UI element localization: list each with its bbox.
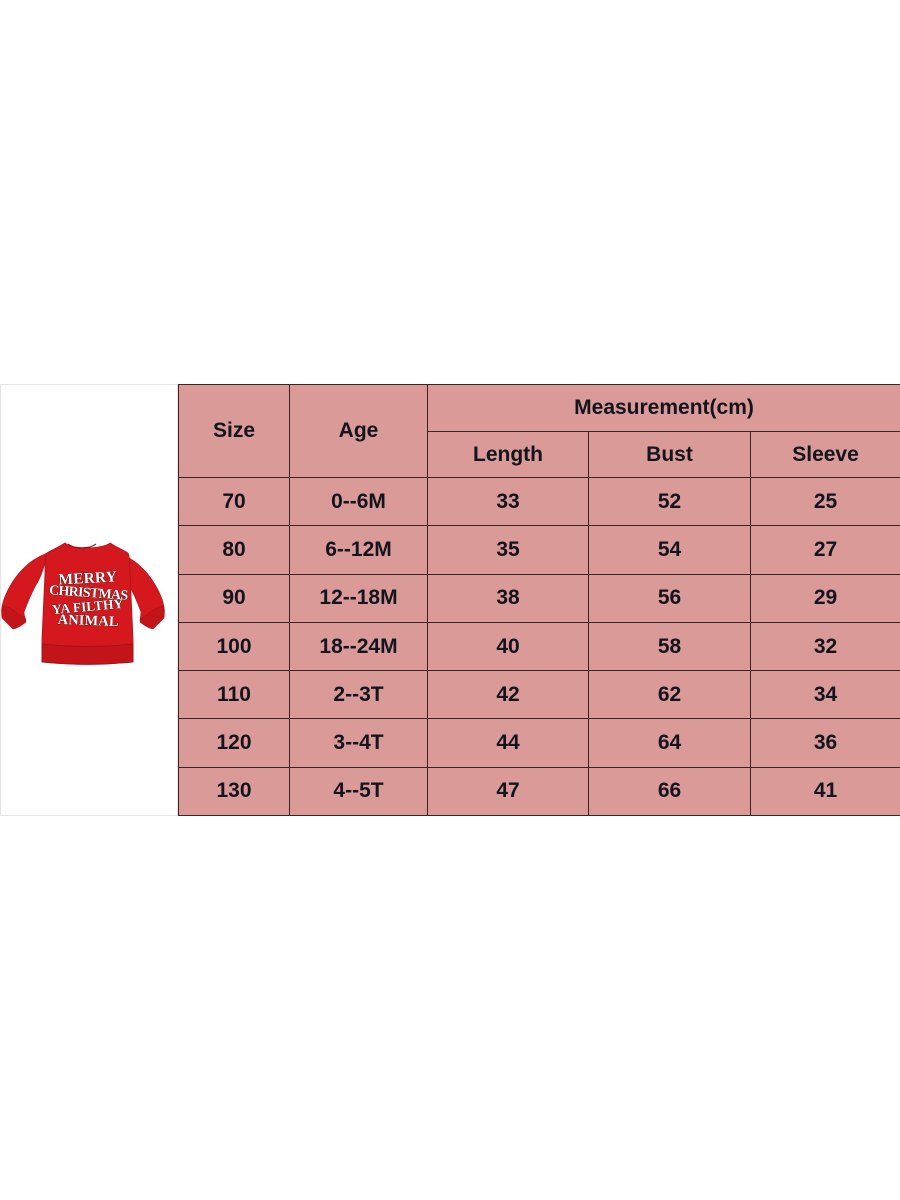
svg-text:ANIMAL: ANIMAL bbox=[57, 612, 119, 630]
